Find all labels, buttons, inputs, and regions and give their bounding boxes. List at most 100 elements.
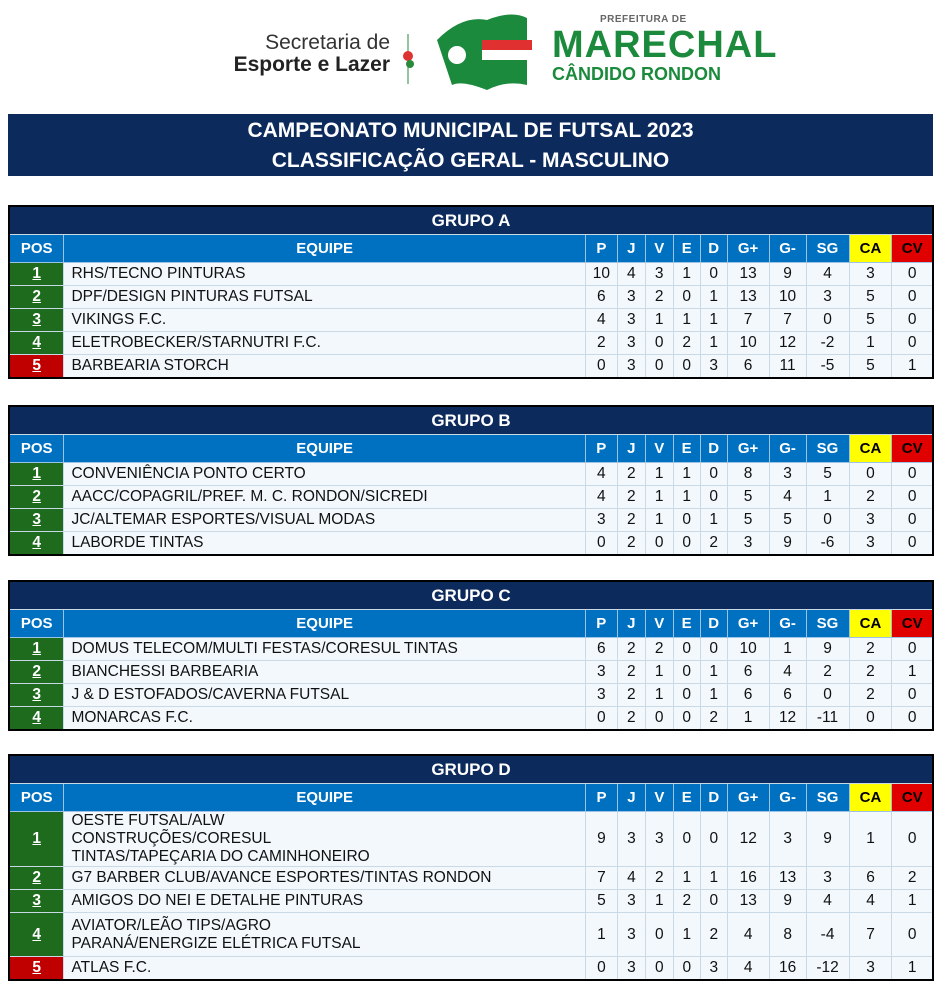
stat-cell: 5 <box>726 508 770 532</box>
stat-cell: 0 <box>848 462 893 486</box>
stat-cell: 4 <box>805 262 850 286</box>
team-name: DPF/DESIGN PINTURAS FUTSAL <box>63 285 586 309</box>
column-header: E <box>672 783 701 812</box>
stat-cell: 1 <box>805 485 850 509</box>
stat-cell: 7 <box>768 308 807 332</box>
stat-cell: 0 <box>848 706 893 731</box>
position-link[interactable]: 3 <box>8 889 65 913</box>
stat-cell: -11 <box>805 706 850 731</box>
position-link[interactable]: 1 <box>8 462 65 486</box>
stat-cell: 1 <box>848 331 893 355</box>
header-logos: Secretaria de Esporte e Lazer PREFEITURA… <box>200 10 776 100</box>
position-link[interactable]: 4 <box>8 912 65 957</box>
stat-cell: 0 <box>672 508 701 532</box>
stat-cell: 12 <box>726 811 770 867</box>
team-name: LABORDE TINTAS <box>63 531 586 556</box>
position-link[interactable]: 1 <box>8 811 65 867</box>
stat-cell: 1 <box>768 637 807 661</box>
stat-cell: 2 <box>616 706 646 731</box>
stat-cell: 1 <box>699 285 728 309</box>
stat-cell: 2 <box>848 660 893 684</box>
position-link[interactable]: 5 <box>8 354 65 379</box>
column-header: D <box>699 434 728 463</box>
stat-cell: 1 <box>644 508 674 532</box>
stat-cell: 2 <box>616 531 646 556</box>
stat-cell: 10 <box>584 262 618 286</box>
stat-cell: 8 <box>768 912 807 957</box>
stat-cell: 0 <box>699 262 728 286</box>
stat-cell: 0 <box>584 354 618 379</box>
stat-cell: 2 <box>644 285 674 309</box>
stat-cell: 5 <box>805 462 850 486</box>
position-link[interactable]: 3 <box>8 308 65 332</box>
stat-cell: 0 <box>891 683 934 707</box>
column-header: SG <box>805 783 850 812</box>
stat-cell: 1 <box>726 706 770 731</box>
stat-cell: 3 <box>584 508 618 532</box>
stat-cell: 1 <box>699 331 728 355</box>
position-link[interactable]: 3 <box>8 508 65 532</box>
position-link[interactable]: 4 <box>8 706 65 731</box>
stat-cell: 2 <box>699 531 728 556</box>
stat-cell: 2 <box>616 660 646 684</box>
stat-cell: 0 <box>805 508 850 532</box>
stat-cell: 3 <box>644 262 674 286</box>
column-header: G- <box>768 434 807 463</box>
column-header: EQUIPE <box>63 234 586 263</box>
stat-cell: 5 <box>848 285 893 309</box>
position-link[interactable]: 2 <box>8 866 65 890</box>
stat-cell: 7 <box>585 866 618 890</box>
column-header: G+ <box>726 783 770 812</box>
team-name: BIANCHESSI BARBEARIA <box>63 660 586 684</box>
group-title: GRUPO D <box>8 754 934 784</box>
stat-cell: 3 <box>699 354 728 379</box>
stat-cell: 0 <box>644 331 674 355</box>
stat-cell: 0 <box>891 285 934 309</box>
position-link[interactable]: 1 <box>8 637 65 661</box>
position-link[interactable]: 4 <box>8 531 65 556</box>
column-header: CV <box>891 783 934 812</box>
position-link[interactable]: 2 <box>8 285 65 309</box>
team-name: G7 BARBER CLUB/AVANCE ESPORTES/TINTAS RO… <box>63 866 587 890</box>
column-header: G+ <box>726 434 770 463</box>
stat-cell: 1 <box>891 660 934 684</box>
stat-cell: 6 <box>584 285 618 309</box>
team-name: DOMUS TELECOM/MULTI FESTAS/CORESUL TINTA… <box>63 637 586 661</box>
stat-cell: 10 <box>768 285 807 309</box>
stat-cell: 13 <box>726 889 770 913</box>
stat-cell: 0 <box>891 462 934 486</box>
stat-cell: 7 <box>848 912 893 957</box>
position-link[interactable]: 5 <box>8 956 65 981</box>
stat-cell: 0 <box>699 811 728 867</box>
stat-cell: 0 <box>672 956 701 981</box>
stat-cell: 16 <box>726 866 770 890</box>
position-link[interactable]: 2 <box>8 485 65 509</box>
position-link[interactable]: 4 <box>8 331 65 355</box>
stat-cell: 0 <box>644 956 674 981</box>
stat-cell: 3 <box>616 331 646 355</box>
column-header: POS <box>8 609 65 638</box>
runner-icon <box>403 34 414 84</box>
team-name: RHS/TECNO PINTURAS <box>63 262 586 286</box>
stat-cell: 6 <box>726 660 770 684</box>
table-row: 4 LABORDE TINTAS 0 2 0 0 2 3 9 -6 3 0 <box>8 531 934 556</box>
stat-cell: 0 <box>891 811 934 867</box>
group-table: GRUPO A POS EQUIPE P J V E D G+ G- SG CA CV 1 RHS/TECN… <box>8 205 934 379</box>
position-link[interactable]: 1 <box>8 262 65 286</box>
team-name: MONARCAS F.C. <box>63 706 586 731</box>
stat-cell: 0 <box>891 485 934 509</box>
stat-cell: 3 <box>805 285 850 309</box>
column-header: POS <box>8 783 65 812</box>
stat-cell: 8 <box>726 462 770 486</box>
team-name: JC/ALTEMAR ESPORTES/VISUAL MODAS <box>63 508 586 532</box>
position-link[interactable]: 2 <box>8 660 65 684</box>
stat-cell: 2 <box>616 637 646 661</box>
stat-cell: 1 <box>848 811 893 867</box>
column-header: POS <box>8 234 65 263</box>
group-title: GRUPO A <box>8 205 934 235</box>
stat-cell: 4 <box>584 462 618 486</box>
table-row: 1 RHS/TECNO PINTURAS 10 4 3 1 0 13 9 4 3 0 <box>8 262 934 286</box>
stat-cell: 9 <box>585 811 618 867</box>
team-name: J & D ESTOFADOS/CAVERNA FUTSAL <box>63 683 586 707</box>
position-link[interactable]: 3 <box>8 683 65 707</box>
